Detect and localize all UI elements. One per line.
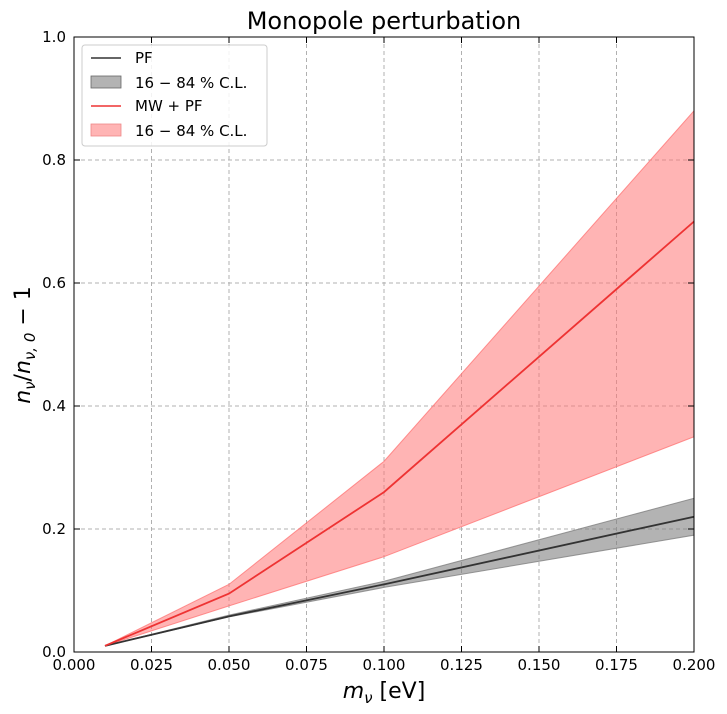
x-axis-label: mν [eV] bbox=[343, 679, 426, 707]
y-tick-label: 0.2 bbox=[42, 520, 66, 538]
y-tick-label: 1.0 bbox=[42, 28, 66, 46]
legend-mwpf-band-swatch bbox=[90, 123, 122, 137]
legend-pf-band-swatch bbox=[90, 75, 122, 89]
y-tick-label: 0.6 bbox=[42, 274, 66, 292]
x-tick-label: 0.150 bbox=[518, 656, 561, 674]
series-line-pf bbox=[104, 515, 695, 647]
x-tick-label: 0.200 bbox=[673, 656, 716, 674]
x-tick-label: 0.175 bbox=[595, 656, 638, 674]
y-tick-label: 0.0 bbox=[42, 643, 66, 661]
line-layer bbox=[104, 220, 695, 647]
x-tick-label: 0.100 bbox=[363, 656, 406, 674]
x-tick-label: 0.125 bbox=[440, 656, 483, 674]
legend-pf-band-label: 16 − 84 % C.L. bbox=[135, 74, 247, 92]
legend-mwpf-band-label: 16 − 84 % C.L. bbox=[135, 122, 247, 140]
y-tick-label: 0.4 bbox=[42, 397, 66, 415]
x-tick-label: 0.075 bbox=[285, 656, 328, 674]
chart-title: Monopole perturbation bbox=[247, 7, 522, 35]
x-tick-label: 0.025 bbox=[130, 656, 173, 674]
legend-pf-label: PF bbox=[135, 49, 153, 67]
legend-mwpf-label: MW + PF bbox=[135, 97, 203, 115]
legend: PF 16 − 84 % C.L. MW + PF 16 − 84 % C.L. bbox=[81, 44, 268, 147]
band-mw-pf bbox=[104, 109, 695, 647]
series-line-mw-pf bbox=[104, 220, 695, 647]
y-tick-label: 0.8 bbox=[42, 151, 66, 169]
x-tick-label: 0.050 bbox=[208, 656, 251, 674]
x-tick-label: 0.000 bbox=[53, 656, 96, 674]
band-layer bbox=[104, 109, 695, 647]
tick-layer: 0.000 0.025 0.050 0.075 0.100 0.125 0.150 0.175… bbox=[42, 28, 715, 674]
legend-box bbox=[81, 44, 268, 147]
y-axis-label: nν/nν, 0 − 1 bbox=[11, 286, 39, 404]
